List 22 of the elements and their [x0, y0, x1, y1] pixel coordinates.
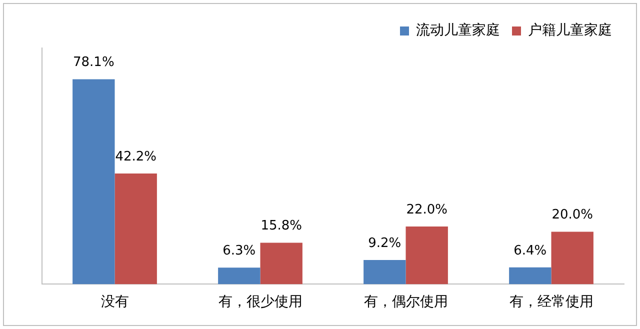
x-tick-label: 有，很少使用: [218, 294, 302, 310]
data-label: 22.0%: [406, 202, 448, 218]
x-tick-label: 有，偶尔使用: [364, 294, 448, 310]
data-label: 20.0%: [552, 208, 594, 223]
data-label: 6.3%: [222, 244, 256, 259]
bar: [260, 242, 302, 284]
legend-label: 户籍儿童家庭: [528, 22, 612, 39]
bar: [114, 173, 157, 284]
bar: [364, 260, 406, 284]
data-label: 6.4%: [514, 243, 547, 258]
bar: [509, 267, 552, 284]
data-label: 9.2%: [368, 236, 402, 251]
x-tick-label: 有，经常使用: [509, 294, 594, 310]
bar: [72, 79, 115, 284]
bar: [406, 226, 448, 284]
bar: [218, 268, 260, 284]
data-label: 42.2%: [115, 149, 157, 164]
data-label: 78.1%: [72, 55, 114, 70]
data-label: 15.8%: [260, 218, 302, 234]
bar: [551, 232, 594, 284]
legend-label: 流动儿童家庭: [416, 22, 500, 39]
x-tick-label: 没有: [100, 294, 129, 310]
